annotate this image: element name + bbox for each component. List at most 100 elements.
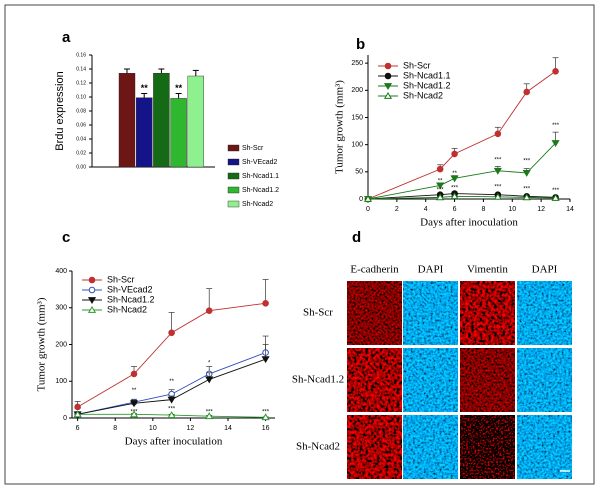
panel-label: d xyxy=(352,229,361,246)
marker xyxy=(363,195,373,202)
legend-label: Sh-Ncad1.1 xyxy=(403,70,451,80)
row-label: Sh-Scr xyxy=(303,307,333,319)
x-tick-label: 10 xyxy=(149,425,157,432)
marker xyxy=(551,193,560,201)
x-tick-label: 8 xyxy=(481,206,485,213)
annotation: *** xyxy=(552,123,560,129)
panel-label: a xyxy=(62,29,71,46)
marker xyxy=(205,307,213,314)
y-tick-label: 200 xyxy=(55,341,67,348)
annotation: *** xyxy=(552,188,560,194)
annotation: *** xyxy=(451,186,459,192)
legend-swatch xyxy=(227,144,240,152)
x-tick-label: 14 xyxy=(566,206,574,213)
marker xyxy=(551,140,560,148)
column-label: DAPI xyxy=(532,264,558,276)
y-tick-label: 0.16 xyxy=(76,52,86,58)
figure-border xyxy=(4,4,595,485)
marker xyxy=(522,193,531,201)
annotation: ** xyxy=(141,83,149,93)
micrograph xyxy=(403,281,458,345)
micrograph xyxy=(517,281,572,345)
marker xyxy=(262,300,269,307)
legend-label: Sh-Ncad2 xyxy=(403,90,443,100)
y-tick-label: 100 xyxy=(55,378,67,385)
y-tick-label: 150 xyxy=(351,114,363,121)
marker xyxy=(74,403,81,411)
marker xyxy=(205,412,214,420)
y-tick-label: 100 xyxy=(351,142,363,149)
annotation: *** xyxy=(523,159,531,165)
y-tick-label: 0.14 xyxy=(76,66,86,72)
legend-marker xyxy=(88,286,96,294)
micrograph xyxy=(347,281,402,345)
marker xyxy=(450,175,459,183)
x-tick-label: 6 xyxy=(453,206,457,213)
annotation: *** xyxy=(206,409,214,415)
micrograph xyxy=(347,415,402,479)
annotation: *** xyxy=(494,157,502,163)
y-tick-label: 0.00 xyxy=(76,164,86,170)
marker xyxy=(205,376,214,384)
legend-marker xyxy=(87,306,97,313)
y-tick-label: 0.10 xyxy=(76,94,86,100)
bar xyxy=(187,75,205,168)
x-tick-label: 6 xyxy=(76,425,80,432)
y-axis-label: Brdu expression xyxy=(54,71,66,151)
bar xyxy=(135,97,153,168)
series-line xyxy=(367,142,556,200)
y-tick-label: 0.08 xyxy=(76,108,86,114)
micrograph xyxy=(460,348,515,412)
row-label: Sh-Ncad2 xyxy=(296,441,340,453)
x-tick-label: 8 xyxy=(113,425,117,432)
marker xyxy=(129,410,139,418)
marker xyxy=(168,329,175,337)
marker xyxy=(451,150,458,158)
annotation: *** xyxy=(262,409,270,415)
annotation: ** xyxy=(175,83,183,93)
x-axis-label: Days after inoculation xyxy=(125,436,223,448)
legend-swatch xyxy=(227,172,240,180)
legend-label: Sh-Ncad2 xyxy=(242,201,273,208)
marker xyxy=(129,400,139,408)
marker xyxy=(494,130,502,138)
panel-label: b xyxy=(356,36,365,53)
legend-marker xyxy=(87,297,97,304)
marker xyxy=(436,165,444,173)
marker xyxy=(261,413,270,421)
annotation: *** xyxy=(131,409,139,415)
legend-label: Sh-Ncad1.1 xyxy=(242,173,279,180)
x-axis-label: Days after inoculation xyxy=(420,217,518,229)
y-tick-label: 0.06 xyxy=(76,122,86,128)
marker xyxy=(522,170,531,177)
y-tick-label: 300 xyxy=(55,305,67,312)
x-tick-label: 16 xyxy=(262,425,270,432)
legend-swatch xyxy=(227,158,240,166)
marker xyxy=(552,68,559,75)
annotation: ** xyxy=(132,388,137,394)
y-tick-label: 250 xyxy=(351,60,363,67)
legend-label: Sh-Ncad1.2 xyxy=(107,294,155,304)
x-tick-label: 14 xyxy=(224,425,232,432)
marker xyxy=(73,410,82,418)
annotation: ** xyxy=(452,171,457,177)
x-tick-label: 0 xyxy=(366,206,370,213)
bar xyxy=(118,72,136,168)
image-panel xyxy=(347,281,572,479)
bar xyxy=(153,72,170,168)
micrograph xyxy=(403,348,458,412)
y-axis-label: Tumor growth (mm³) xyxy=(36,297,48,391)
y-tick-label: 400 xyxy=(55,268,67,275)
legend-label: Sh-Ncad1.2 xyxy=(242,187,279,194)
legend-label: Sh-VEcad2 xyxy=(107,284,153,294)
annotation: *** xyxy=(437,187,445,193)
series-line xyxy=(367,70,556,200)
micrograph xyxy=(460,415,515,479)
marker xyxy=(436,193,445,201)
y-tick-label: 50 xyxy=(355,169,363,176)
panel-label: c xyxy=(62,229,70,246)
marker xyxy=(493,167,502,175)
y-tick-label: 0 xyxy=(359,196,363,203)
micrograph xyxy=(403,415,458,479)
